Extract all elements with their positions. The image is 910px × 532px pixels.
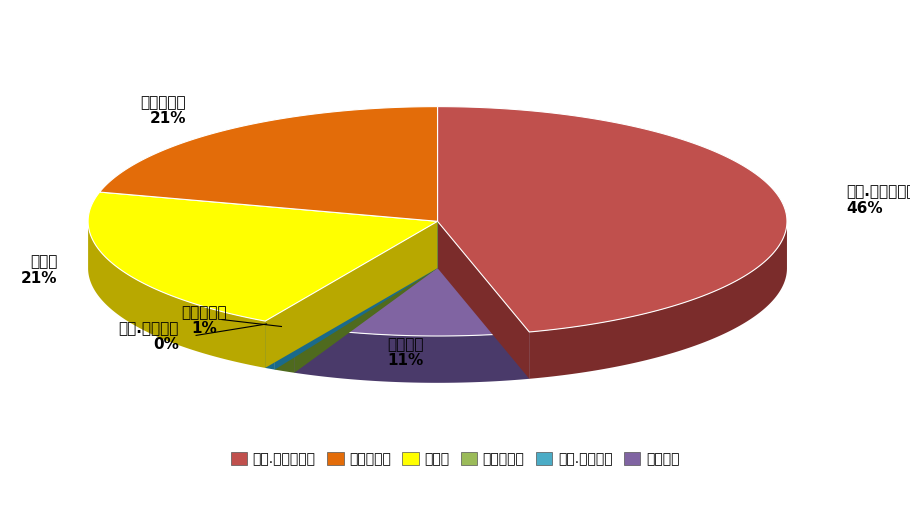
Text: 46%: 46% (846, 201, 883, 215)
Text: 기타음료: 기타음료 (387, 337, 423, 352)
Polygon shape (438, 221, 530, 379)
Polygon shape (295, 221, 438, 373)
Polygon shape (438, 106, 787, 332)
Polygon shape (265, 221, 438, 368)
Polygon shape (99, 106, 438, 221)
Polygon shape (530, 222, 787, 379)
Polygon shape (265, 221, 438, 323)
Polygon shape (295, 221, 438, 373)
Text: 탄산음료류: 탄산음료류 (140, 95, 186, 110)
Text: 과일.채소류음료: 과일.채소류음료 (846, 184, 910, 199)
Polygon shape (275, 221, 438, 326)
Legend: 과일.채소류음료, 탄산음료류, 두유류, 발효음료류, 인삼.홍삼음료, 기타음료: 과일.채소류음료, 탄산음료류, 두유류, 발효음료류, 인삼.홍삼음료, 기타… (225, 447, 685, 472)
Text: 21%: 21% (149, 111, 186, 126)
Polygon shape (275, 221, 438, 370)
Polygon shape (295, 326, 530, 383)
Text: 21%: 21% (21, 271, 57, 286)
Polygon shape (265, 321, 275, 370)
Polygon shape (275, 323, 295, 373)
Text: 11%: 11% (388, 353, 423, 369)
Polygon shape (265, 221, 438, 368)
Polygon shape (295, 221, 530, 336)
Text: 발효음료류: 발효음료류 (182, 305, 228, 320)
Text: 인삼.홍삼음료: 인삼.홍삼음료 (118, 321, 178, 336)
Polygon shape (88, 192, 438, 321)
Text: 1%: 1% (192, 321, 217, 336)
Polygon shape (88, 222, 265, 368)
Polygon shape (275, 221, 438, 370)
Polygon shape (438, 221, 530, 379)
Text: 두유류: 두유류 (30, 255, 57, 270)
Text: 0%: 0% (153, 337, 178, 352)
